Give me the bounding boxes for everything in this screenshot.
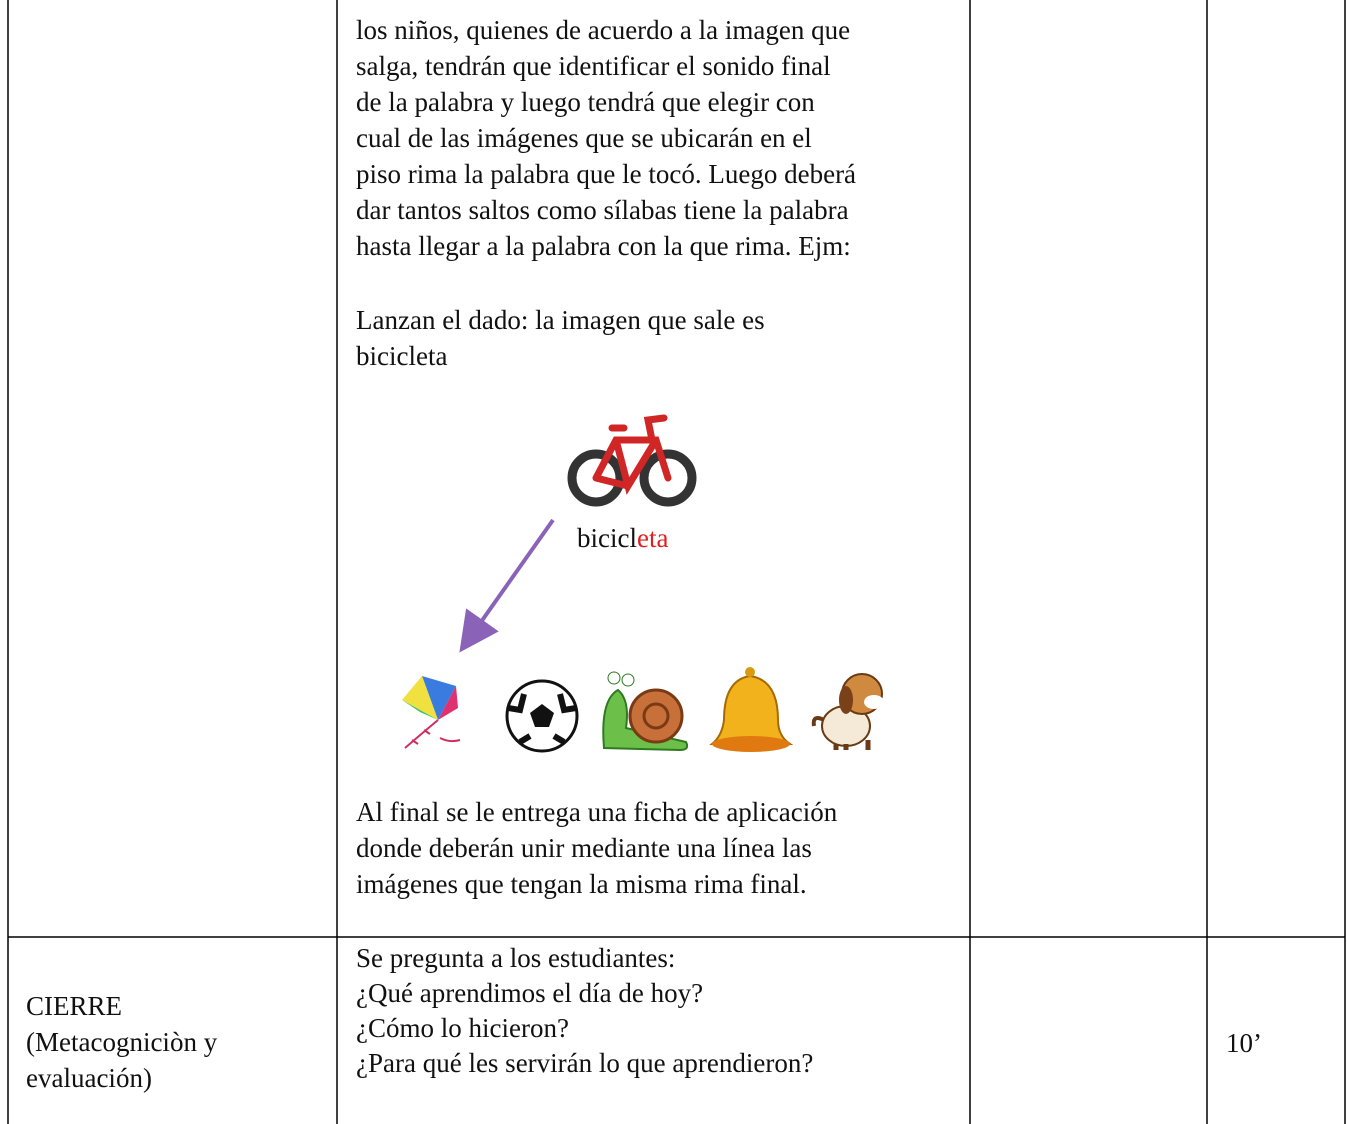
kite-icon — [402, 676, 461, 749]
text-line: piso rima la palabra que le tocó. Luego … — [356, 159, 857, 189]
text-line: imágenes que tengan la misma rima final. — [356, 869, 807, 899]
bell-icon — [709, 667, 794, 752]
text-line: de la palabra y luego tendrá que elegir … — [356, 87, 815, 117]
text-line: ¿Qué aprendimos el día de hoy? — [356, 978, 704, 1008]
activity-text: Se pregunta a los estudiantes: ¿Qué apren… — [356, 941, 813, 1081]
text-line: Se pregunta a los estudiantes: — [356, 943, 676, 973]
text-line: dar tantos saltos como sílabas tiene la … — [356, 195, 849, 225]
example-text: Lanzan el dado: la imagen que sale es bic… — [356, 302, 765, 374]
text-line: bicicleta — [356, 341, 448, 371]
text-line: cual de las imágenes que se ubicarán en … — [356, 123, 812, 153]
text-line: salga, tendrán que identificar el sonido… — [356, 51, 831, 81]
activity-text: los niños, quienes de acuerdo a la image… — [356, 12, 856, 264]
text-line: hasta llegar a la palabra con la que rim… — [356, 231, 851, 261]
snail-icon — [602, 671, 689, 752]
text-line: donde deberán unir mediante una línea la… — [356, 833, 812, 863]
text-line: CIERRE — [26, 991, 123, 1021]
text-line: los niños, quienes de acuerdo a la image… — [356, 15, 851, 45]
text-line: ¿Para qué les servirán lo que aprendiero… — [356, 1048, 814, 1078]
text-line: evaluación) — [26, 1063, 152, 1093]
bicycle-icon — [567, 414, 697, 507]
closing-text: Al final se le entrega una ficha de apli… — [356, 794, 837, 902]
label-ending: eta — [636, 523, 669, 553]
text-line: ¿Cómo lo hicieron? — [356, 1013, 569, 1043]
text-line: Lanzan el dado: la imagen que sale es — [356, 305, 765, 335]
arrow — [459, 518, 555, 653]
label-stem: bicicl — [577, 523, 637, 553]
text-line: (Metacogniciòn y — [26, 1027, 218, 1057]
time: 10’ — [1226, 1028, 1262, 1058]
dog-icon — [811, 673, 884, 750]
stage-label: CIERRE (Metacogniciòn y evaluación) — [26, 988, 217, 1096]
ball-icon — [505, 679, 579, 753]
text-line: Al final se le entrega una ficha de apli… — [356, 797, 838, 827]
figure-label: bicicleta — [577, 520, 668, 556]
